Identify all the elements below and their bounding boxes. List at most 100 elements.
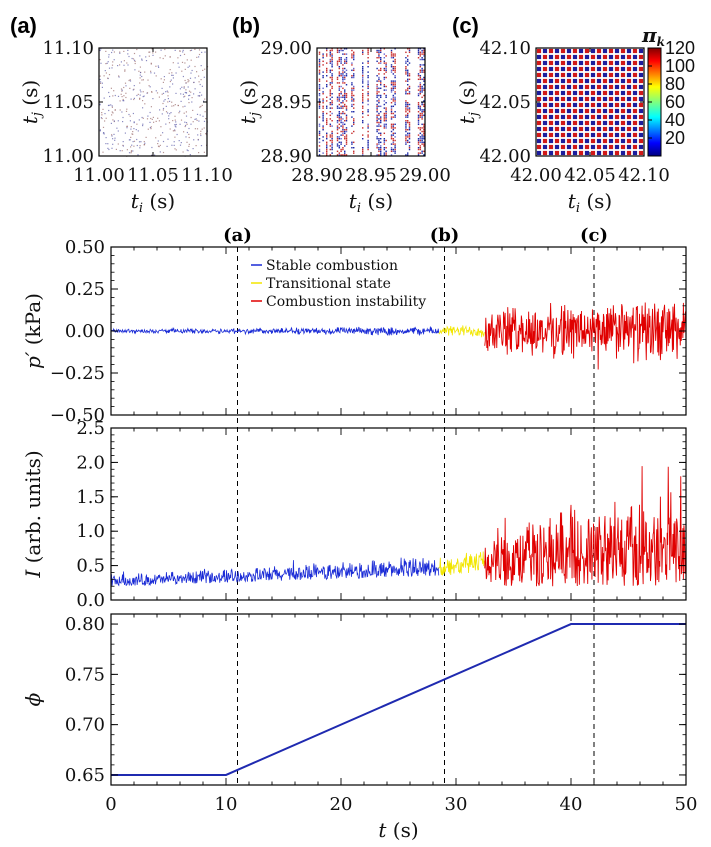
- recurrence-dot: [173, 105, 175, 107]
- heatmap-background: [536, 48, 644, 156]
- marker-label: (c): [580, 225, 608, 246]
- recurrence-cell: [572, 132, 578, 138]
- recurrence-dot: [185, 111, 187, 113]
- recurrence-cell: [367, 130, 369, 133]
- recurrence-cell: [638, 66, 644, 72]
- recurrence-cell: [345, 62, 348, 64]
- recurrence-cell: [407, 102, 409, 104]
- recurrence-cell: [340, 130, 342, 133]
- recurrence-dot: [99, 103, 101, 105]
- recurrence-cell: [536, 96, 542, 102]
- recurrence-dot: [162, 57, 164, 60]
- recurrence-cell: [380, 57, 382, 59]
- recurrence-dot: [111, 134, 113, 136]
- recurrence-cell: [405, 102, 407, 104]
- recurrence-dot: [174, 49, 176, 51]
- recurrence-cell: [331, 66, 333, 68]
- recurrence-cell: [342, 80, 344, 82]
- recurrence-cell: [536, 144, 542, 150]
- recurrence-cell: [380, 80, 382, 82]
- recurrence-cell: [554, 90, 560, 96]
- recurrence-cell: [626, 78, 632, 84]
- recurrence-dot: [188, 145, 190, 147]
- recurrence-cell: [344, 93, 346, 95]
- recurrence-dot: [200, 130, 202, 132]
- recurrence-cell: [602, 132, 608, 138]
- recurrence-cell: [342, 121, 344, 124]
- recurrence-cell: [405, 91, 407, 93]
- recurrence-cell: [376, 91, 378, 93]
- recurrence-cell: [608, 48, 614, 54]
- recurrence-cell: [353, 75, 355, 77]
- recurrence-cell: [344, 98, 346, 100]
- recurrence-cell: [394, 127, 396, 129]
- recurrence-dot: [108, 74, 111, 76]
- recurrence-dot: [160, 134, 162, 136]
- recurrence-cell: [329, 134, 332, 136]
- recurrence-dot: [205, 118, 207, 120]
- recurrence-cell: [394, 143, 396, 145]
- recurrence-cell: [336, 139, 339, 142]
- recurrence-dot: [169, 69, 171, 71]
- recurrence-cell: [536, 138, 542, 144]
- recurrence-dot: [187, 150, 189, 152]
- recurrence-cell: [419, 78, 422, 81]
- recurrence-cell: [584, 54, 590, 60]
- recurrence-cell: [338, 152, 341, 154]
- recurrence-cell: [419, 66, 422, 68]
- recurrence-cell: [542, 84, 548, 90]
- recurrence-cell: [351, 100, 353, 102]
- recurrence-cell: [338, 75, 341, 77]
- recurrence-cell: [322, 60, 324, 63]
- recurrence-dot: [194, 118, 196, 120]
- recurrence-dot: [172, 77, 174, 79]
- y-axis-symbol: ϕ: [21, 692, 45, 706]
- recurrence-cell: [367, 48, 369, 50]
- recurrence-cell: [620, 96, 626, 102]
- recurrence-cell: [362, 105, 364, 108]
- recurrence-cell: [344, 94, 346, 97]
- recurrence-dot: [175, 121, 177, 123]
- recurrence-dot: [107, 147, 109, 149]
- recurrence-cell: [394, 91, 396, 93]
- recurrence-cell: [338, 112, 341, 115]
- recurrence-cell: [376, 118, 378, 120]
- recurrence-dot: [198, 81, 200, 83]
- recurrence-cell: [566, 108, 572, 114]
- recurrence-cell: [572, 144, 578, 150]
- recurrence-cell: [620, 114, 626, 120]
- recurrence-cell: [584, 72, 590, 78]
- recurrence-dot: [150, 126, 152, 128]
- recurrence-cell: [390, 69, 393, 72]
- x-tick-label: 40: [560, 794, 583, 815]
- x-tick-label: 42.10: [618, 165, 670, 186]
- y-axis-symbol: t: [18, 115, 42, 124]
- recurrence-cell: [419, 89, 422, 91]
- recurrence-dot: [192, 109, 194, 111]
- recurrence-cell: [421, 136, 423, 138]
- recurrence-cell: [554, 78, 560, 84]
- recurrence-cell: [548, 108, 554, 114]
- recurrence-cell: [326, 154, 328, 156]
- recurrence-cell: [376, 147, 378, 149]
- recurrence-cell: [322, 136, 324, 138]
- recurrence-cell: [554, 150, 560, 156]
- recurrence-dot: [132, 133, 134, 135]
- recurrence-cell: [342, 127, 344, 129]
- recurrence-cell: [367, 143, 369, 145]
- recurrence-cell: [584, 66, 590, 72]
- recurrence-dot: [124, 132, 126, 134]
- recurrence-cell: [608, 120, 614, 126]
- recurrence-dot: [162, 92, 165, 94]
- recurrence-cell: [338, 103, 341, 106]
- recurrence-dot: [132, 131, 134, 133]
- recurrence-cell: [331, 69, 333, 72]
- recurrence-dot: [99, 59, 101, 61]
- recurrence-dot: [111, 51, 113, 54]
- recurrence-dot: [112, 143, 114, 145]
- recurrence-dot: [180, 119, 183, 121]
- recurrence-dot: [117, 65, 119, 67]
- recurrence-dot: [196, 128, 199, 130]
- recurrence-cell: [572, 150, 578, 156]
- recurrence-cell: [336, 121, 339, 124]
